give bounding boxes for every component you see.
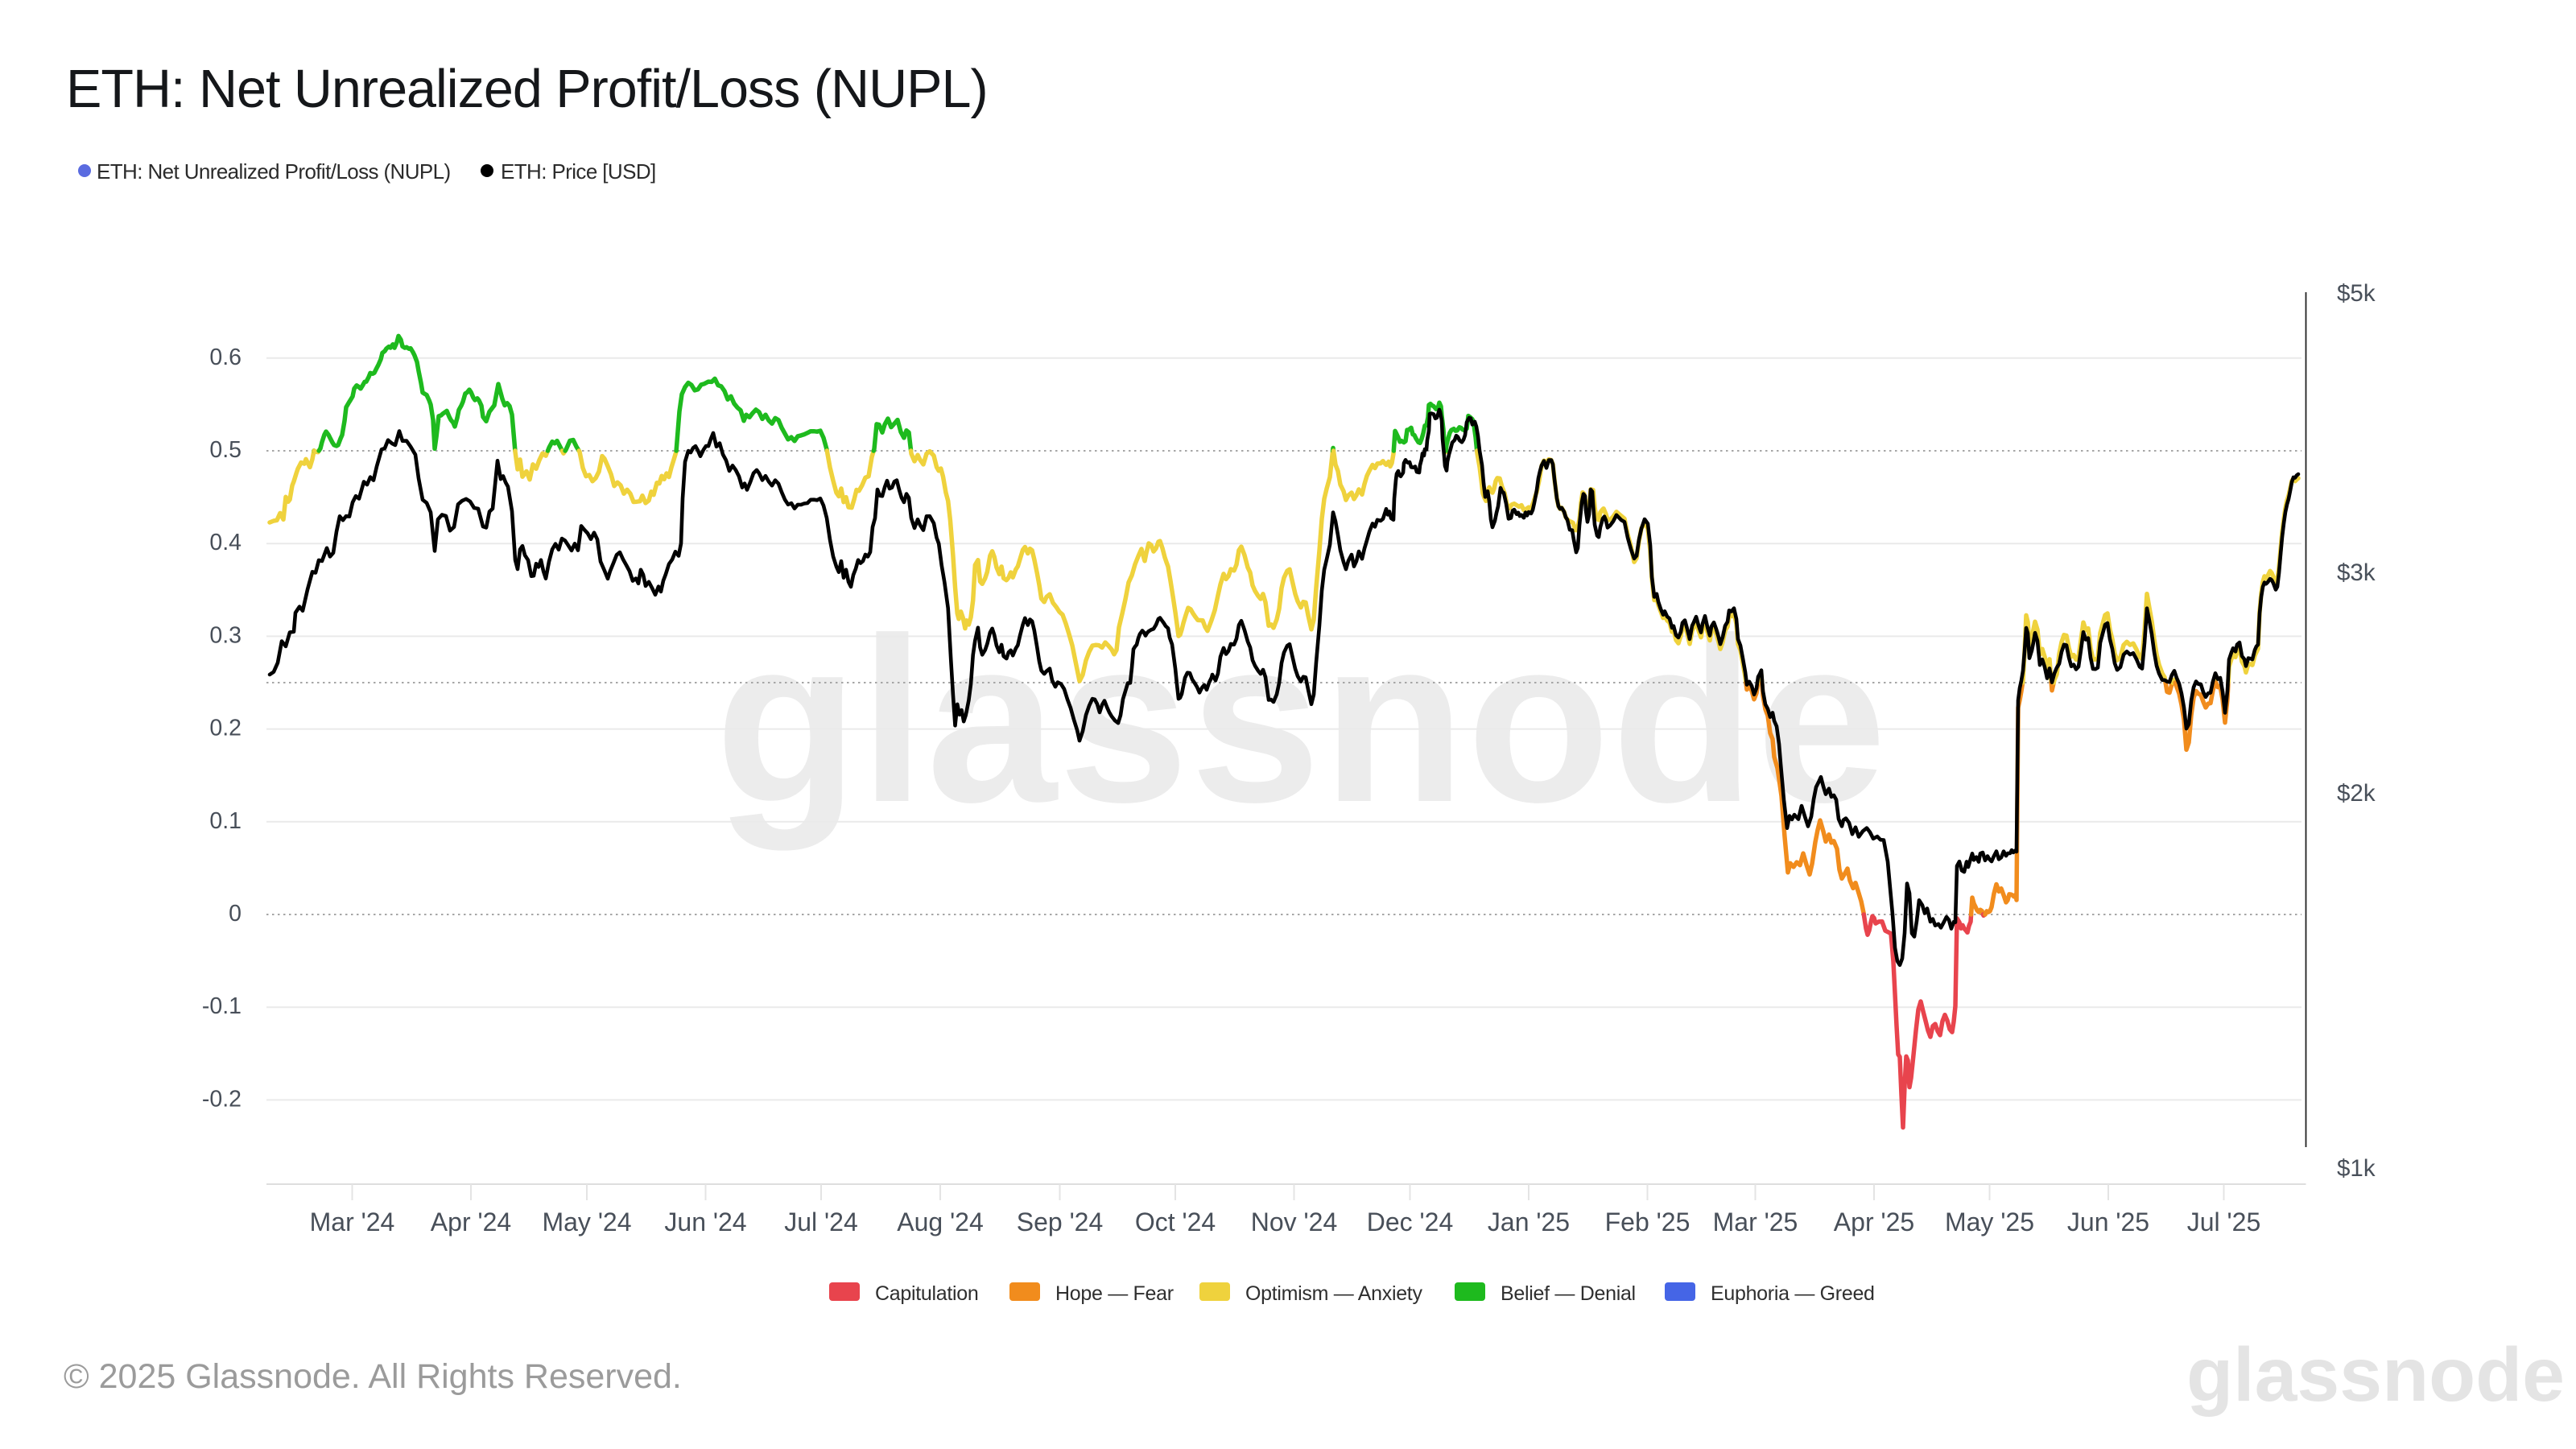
svg-text:ETH: Net Unrealized Profit/Los: ETH: Net Unrealized Profit/Loss (NUPL) [66, 60, 988, 119]
svg-text:Jun '25: Jun '25 [2067, 1208, 2149, 1236]
svg-text:Hope — Fear: Hope — Fear [1055, 1282, 1174, 1305]
svg-text:Belief — Denial: Belief — Denial [1501, 1282, 1636, 1305]
svg-text:$1k: $1k [2337, 1155, 2376, 1182]
svg-text:Nov '24: Nov '24 [1251, 1208, 1338, 1236]
svg-text:Feb '25: Feb '25 [1605, 1208, 1690, 1236]
svg-text:Apr '24: Apr '24 [431, 1208, 511, 1236]
svg-text:-0.1: -0.1 [202, 993, 242, 1019]
svg-text:Jul '25: Jul '25 [2187, 1208, 2261, 1236]
svg-text:$2k: $2k [2337, 780, 2376, 807]
svg-text:-0.2: -0.2 [202, 1086, 242, 1112]
svg-text:Oct '24: Oct '24 [1135, 1208, 1216, 1236]
svg-text:Apr '25: Apr '25 [1834, 1208, 1914, 1236]
svg-text:Sep '24: Sep '24 [1017, 1208, 1104, 1236]
svg-text:$3k: $3k [2337, 559, 2376, 586]
svg-text:Dec '24: Dec '24 [1367, 1208, 1454, 1236]
svg-text:Jun '24: Jun '24 [664, 1208, 746, 1236]
svg-text:ETH: Net Unrealized Profit/Los: ETH: Net Unrealized Profit/Loss (NUPL) [97, 159, 451, 184]
svg-text:0.5: 0.5 [209, 437, 242, 463]
svg-text:0: 0 [229, 901, 242, 927]
svg-text:Euphoria — Greed: Euphoria — Greed [1711, 1282, 1875, 1305]
svg-text:0.6: 0.6 [209, 345, 242, 370]
svg-text:May '25: May '25 [1945, 1208, 2034, 1236]
svg-text:Mar '25: Mar '25 [1713, 1208, 1798, 1236]
svg-text:0.1: 0.1 [209, 808, 242, 834]
svg-text:Mar '24: Mar '24 [310, 1208, 395, 1236]
svg-text:ETH: Price [USD]: ETH: Price [USD] [501, 159, 656, 184]
svg-text:0.4: 0.4 [209, 530, 242, 555]
svg-text:Jul '24: Jul '24 [784, 1208, 858, 1236]
svg-text:0.3: 0.3 [209, 622, 242, 648]
svg-text:0.2: 0.2 [209, 716, 242, 741]
svg-text:Aug '24: Aug '24 [897, 1208, 984, 1236]
svg-text:glassnode: glassnode [2186, 1332, 2565, 1418]
svg-text:Jan '25: Jan '25 [1488, 1208, 1570, 1236]
svg-text:$5k: $5k [2337, 280, 2376, 307]
svg-text:May '24: May '24 [542, 1208, 631, 1236]
svg-text:Capitulation: Capitulation [875, 1282, 978, 1305]
svg-text:© 2025 Glassnode. All Rights R: © 2025 Glassnode. All Rights Reserved. [64, 1357, 682, 1396]
svg-text:Optimism — Anxiety: Optimism — Anxiety [1245, 1282, 1422, 1305]
